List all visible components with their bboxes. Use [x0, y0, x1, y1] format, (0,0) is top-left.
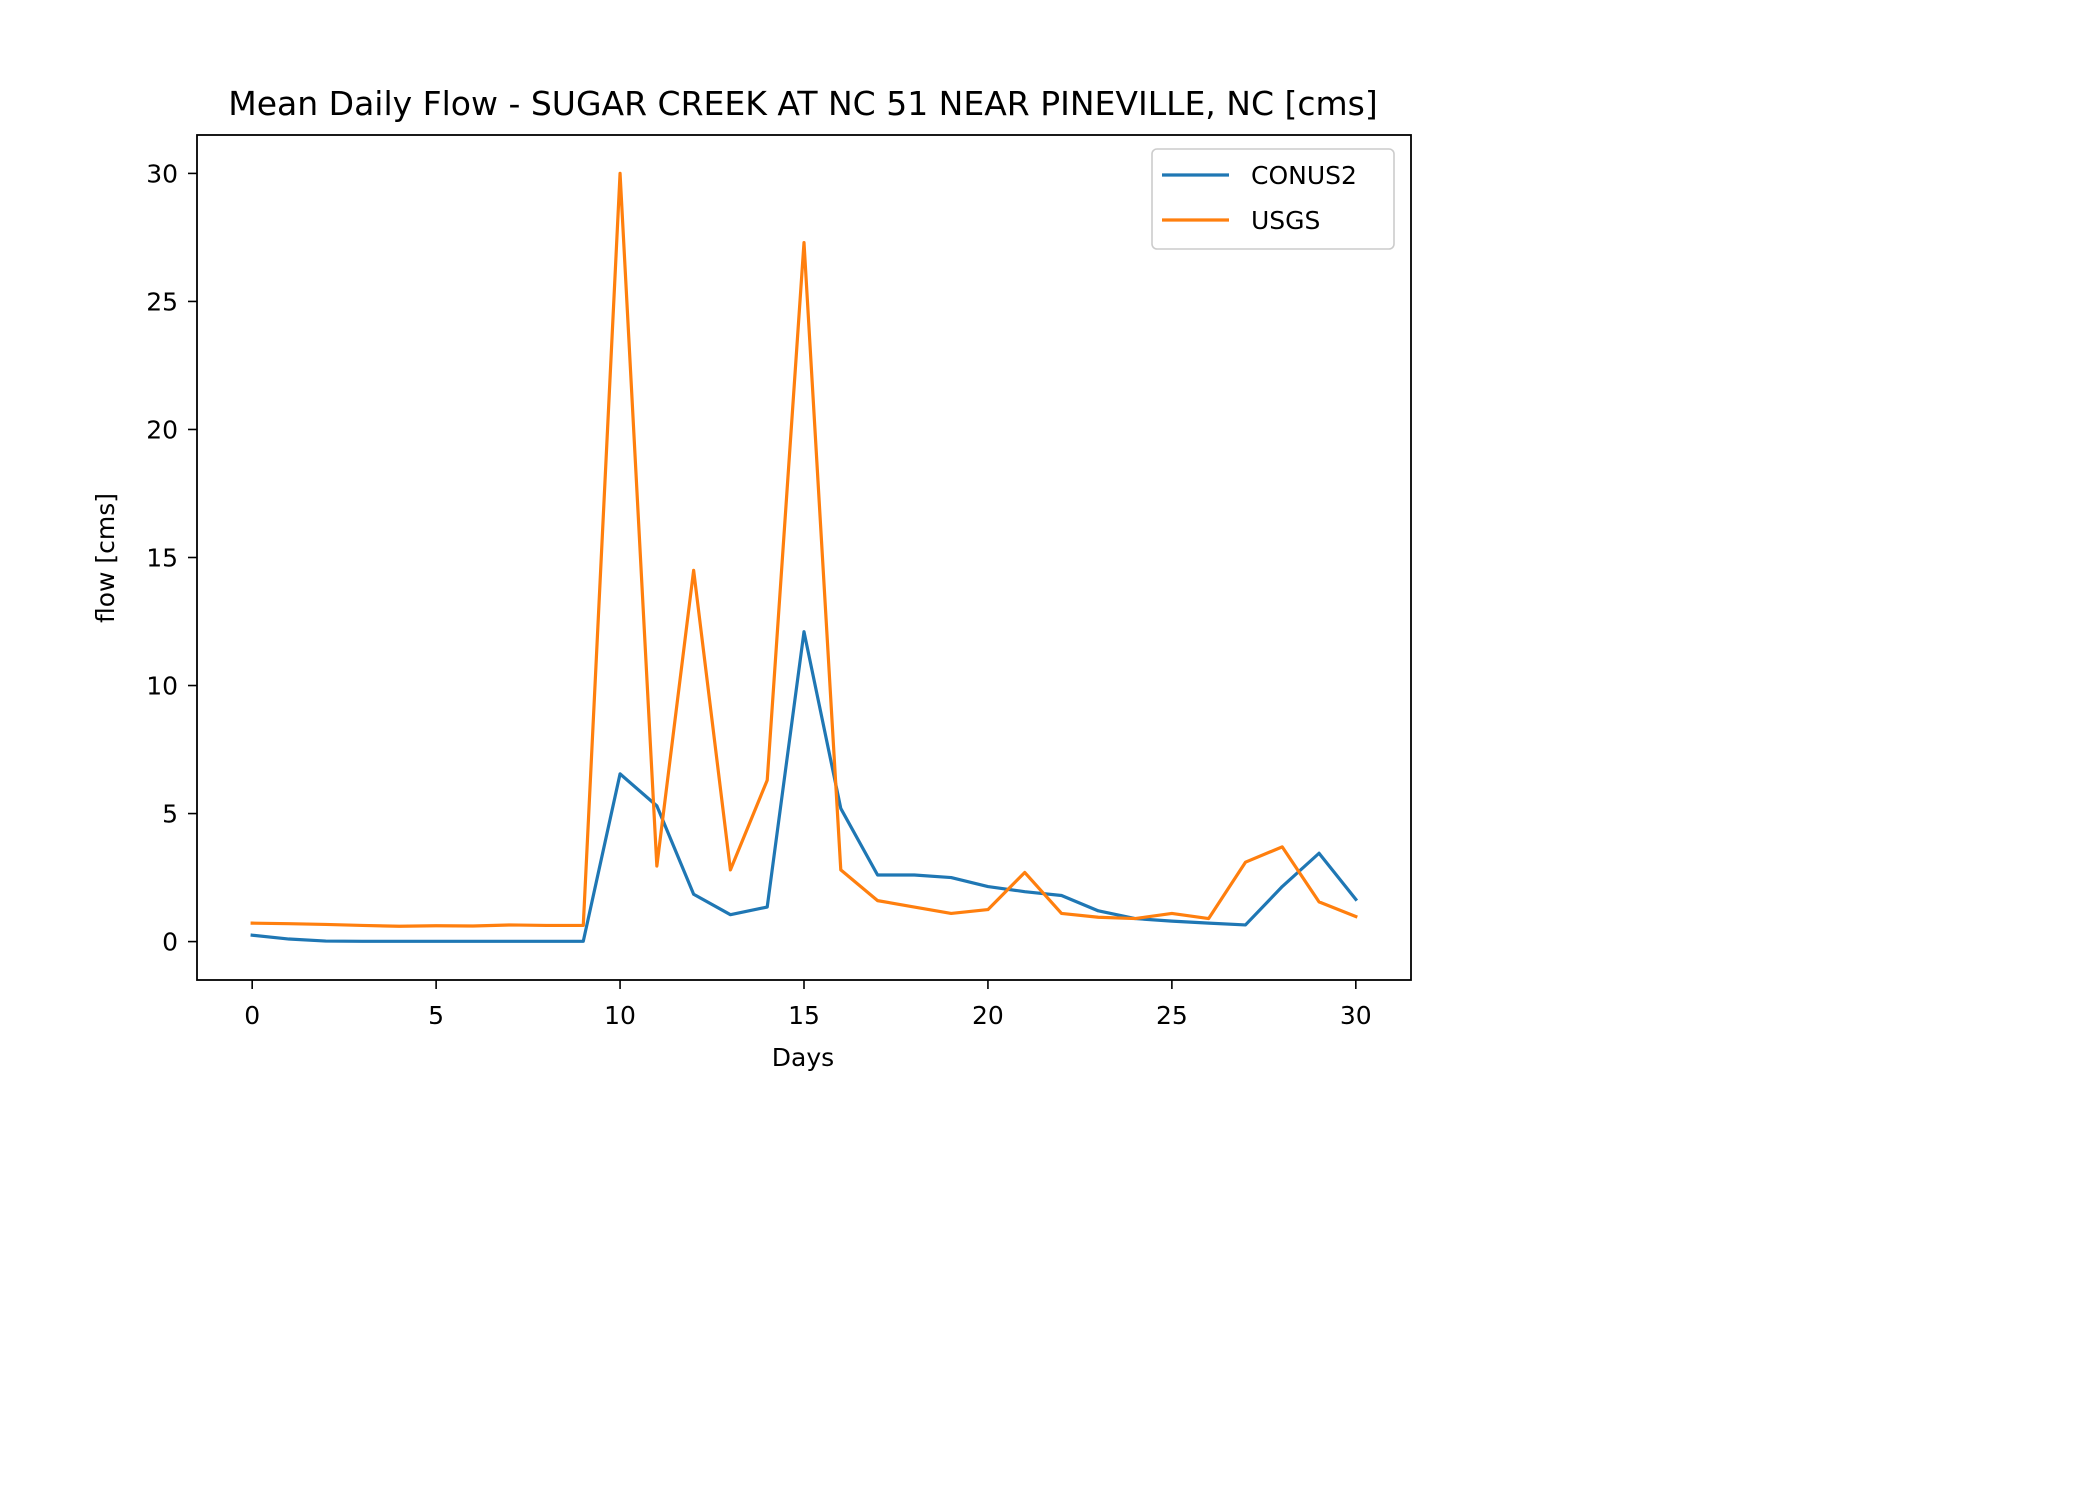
x-tick-label: 15: [788, 1001, 820, 1030]
legend-label: CONUS2: [1251, 161, 1357, 190]
y-tick-label: 15: [146, 544, 178, 573]
plot-marks: [250, 171, 1359, 943]
x-tick-label: 10: [604, 1001, 636, 1030]
x-axis-label: Days: [772, 1043, 834, 1072]
y-tick-label: 10: [146, 672, 178, 701]
x-tick-label: 25: [1156, 1001, 1188, 1030]
legend-label: USGS: [1251, 206, 1320, 235]
series-line-conus2: [250, 630, 1359, 943]
y-tick-label: 25: [146, 287, 178, 316]
y-axis-label: flow [cms]: [91, 493, 120, 623]
axis-ticks: 0 5 10 15 20 25 30 0 5 10 15 20 25 30: [146, 159, 1372, 1030]
y-tick-label: 5: [162, 800, 178, 829]
x-tick-label: 5: [428, 1001, 444, 1030]
x-tick-label: 30: [1340, 1001, 1372, 1030]
chart-title: Mean Daily Flow - SUGAR CREEK AT NC 51 N…: [228, 84, 1378, 123]
y-tick-label: 30: [146, 159, 178, 188]
x-tick-label: 20: [972, 1001, 1004, 1030]
x-tick-label: 0: [244, 1001, 260, 1030]
y-tick-label: 0: [162, 928, 178, 957]
series-line-usgs: [250, 171, 1358, 928]
y-tick-label: 20: [146, 415, 178, 444]
legend: CONUS2 USGS: [1151, 148, 1395, 250]
line-chart: Mean Daily Flow - SUGAR CREEK AT NC 51 N…: [91, 84, 1412, 1072]
